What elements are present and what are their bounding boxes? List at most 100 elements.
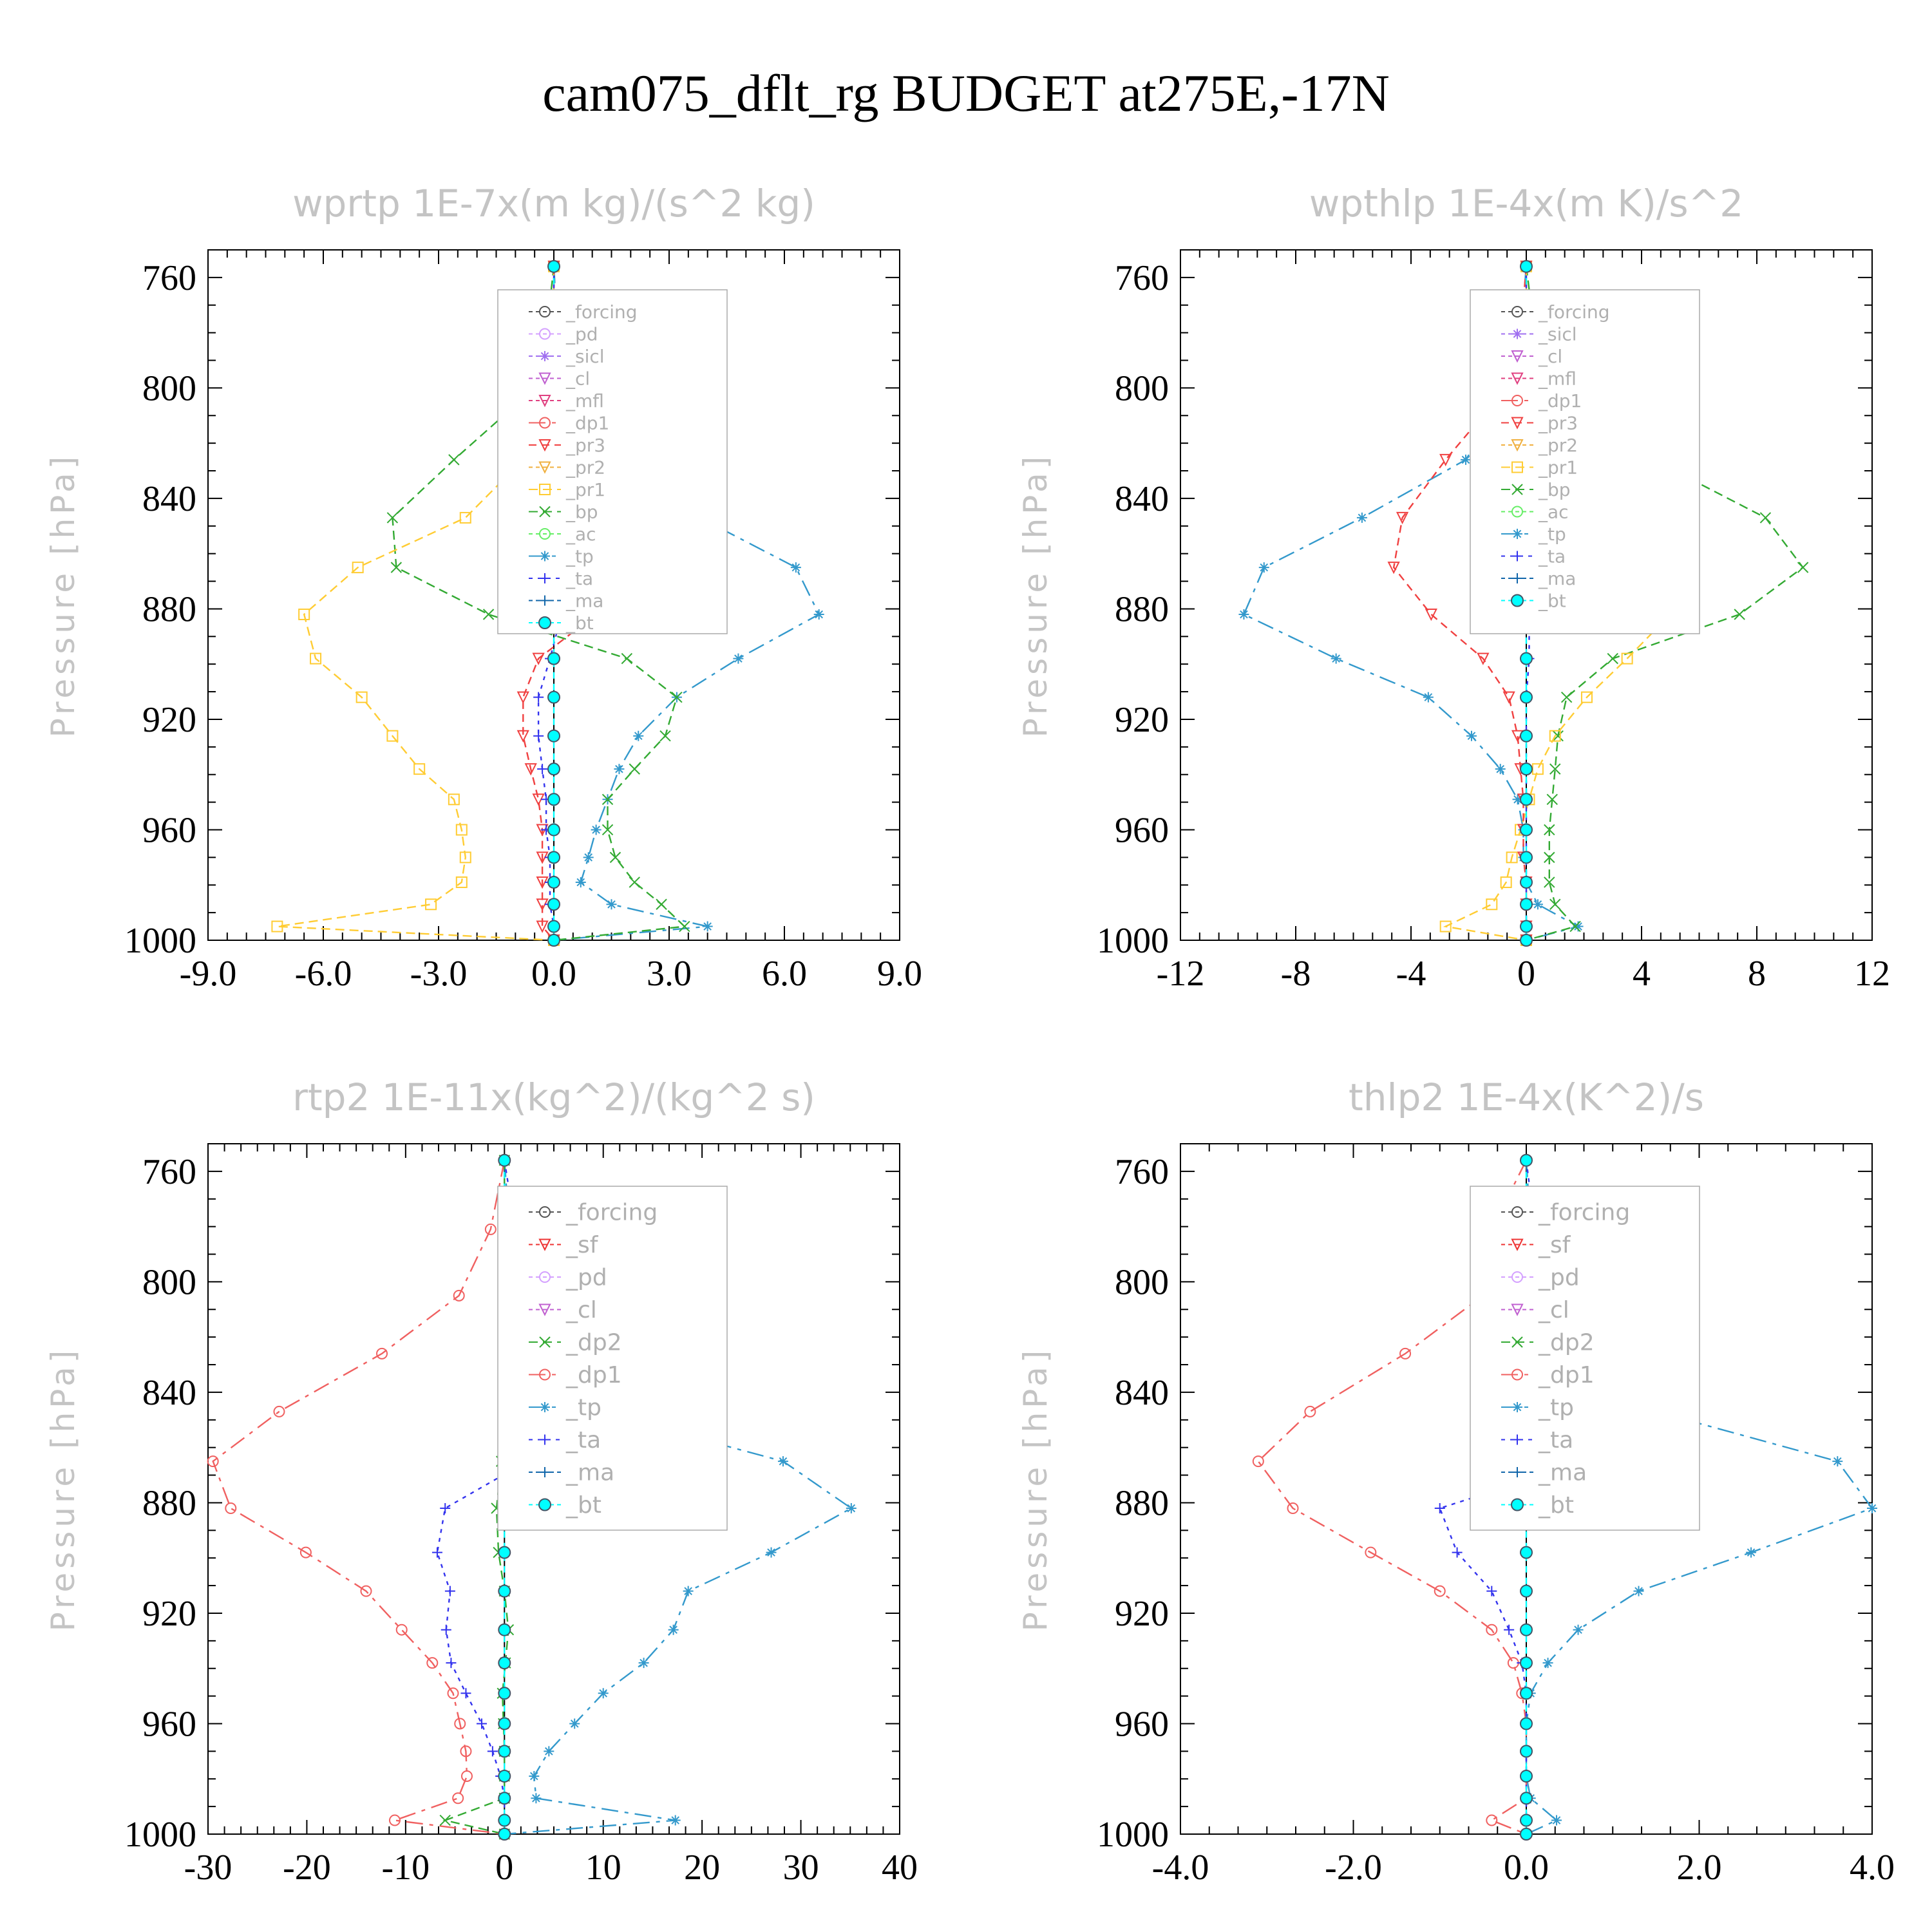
data-point — [547, 934, 560, 947]
legend-marker — [1511, 1498, 1524, 1511]
data-point — [766, 1547, 777, 1558]
legend-marker — [540, 1402, 550, 1412]
legend-marker — [538, 372, 551, 385]
data-point — [1500, 876, 1512, 888]
data-point — [1520, 1584, 1533, 1598]
data-point — [1544, 851, 1555, 864]
legend-label: _pr1 — [1538, 457, 1578, 478]
legend-label: _ac — [565, 524, 596, 545]
legend-label: _dp2 — [565, 1330, 622, 1356]
data-point — [547, 690, 560, 704]
data-point — [1520, 1546, 1533, 1559]
legend-marker — [539, 306, 551, 317]
data-point — [376, 1347, 388, 1359]
data-point — [1532, 899, 1543, 910]
legend-marker — [1511, 350, 1524, 363]
data-point — [459, 511, 471, 524]
data-point — [668, 1624, 679, 1635]
y-tick-label: 840 — [1115, 479, 1169, 519]
y-tick-label: 800 — [1115, 1262, 1169, 1302]
legend-label: _pr3 — [565, 435, 605, 456]
data-point — [1356, 512, 1367, 523]
data-point — [1573, 1624, 1584, 1635]
data-point — [388, 1814, 401, 1826]
data-point — [777, 1456, 788, 1467]
data-point — [498, 1546, 511, 1559]
x-tick-label: 6.0 — [762, 954, 807, 994]
legend-marker — [1511, 506, 1523, 518]
legend-label: _pr2 — [565, 457, 605, 478]
data-point — [1544, 876, 1555, 888]
legend-marker — [539, 1206, 551, 1218]
legend-label: _sicl — [1538, 323, 1577, 345]
data-point — [1520, 729, 1533, 743]
legend-label: _pr3 — [1538, 412, 1578, 433]
data-point — [1551, 1815, 1562, 1826]
data-point — [1520, 898, 1533, 911]
data-point — [547, 652, 560, 665]
data-point — [444, 1586, 455, 1596]
data-point — [426, 1657, 439, 1669]
panel-1: wprtp 1E-7x(m kg)/(s^2 kg) Pressure [hPa]… — [44, 182, 922, 994]
data-point — [679, 920, 690, 933]
x-tick-label: -12 — [1157, 954, 1205, 994]
y-tick-label: 880 — [142, 589, 196, 629]
legend-label: _pd — [565, 1265, 607, 1291]
legend-marker — [538, 461, 551, 474]
data-point — [1734, 609, 1745, 620]
legend-label: _bp — [1538, 479, 1571, 500]
data-point — [591, 824, 601, 835]
legend-label: _pd — [565, 323, 598, 345]
panel-title: wpthlp 1E-4x(m K)/s^2 — [1309, 182, 1743, 225]
data-point — [1238, 609, 1249, 620]
data-point — [1520, 1153, 1533, 1167]
legend-label: _tp — [1538, 524, 1566, 545]
legend-marker — [538, 439, 551, 452]
data-point — [1549, 898, 1561, 910]
data-point — [1549, 730, 1561, 742]
y-tick-label: 840 — [1115, 1373, 1169, 1413]
data-point — [460, 1745, 472, 1757]
data-point — [1486, 1586, 1497, 1596]
panel-2: wpthlp 1E-4x(m K)/s^2 Pressure [hPa] -12 -8… — [1017, 182, 1890, 994]
y-axis-label: Pressure [hPa] — [44, 1347, 82, 1632]
x-tick-label: 3.0 — [647, 954, 692, 994]
data-point — [547, 851, 560, 864]
data-point — [298, 609, 310, 621]
data-point — [386, 730, 399, 742]
data-point — [533, 692, 544, 703]
series-line — [212, 1160, 506, 1835]
series_dp1 — [207, 1154, 511, 1840]
legend-label: _ta — [1538, 1427, 1573, 1454]
legend-marker — [540, 1434, 550, 1445]
legend-marker — [1512, 573, 1522, 583]
legend-label: _dp1 — [1538, 390, 1582, 412]
data-point — [633, 730, 644, 741]
legend-marker — [1512, 551, 1522, 562]
legend-label: _ta — [565, 568, 593, 589]
x-tick-label: 10 — [585, 1848, 621, 1888]
data-point — [476, 1718, 487, 1729]
legend-label: _tp — [565, 545, 594, 567]
data-point — [498, 1792, 511, 1805]
y-tick-label: 1000 — [1097, 1815, 1169, 1855]
y-tick-label: 760 — [1115, 258, 1169, 298]
data-point — [498, 1828, 511, 1841]
legend-marker — [1511, 1271, 1523, 1283]
legend-marker — [1511, 306, 1523, 317]
legend-label: _bt — [1538, 590, 1566, 611]
y-tick-label: 960 — [1115, 810, 1169, 850]
series-line — [1392, 266, 1528, 940]
x-tick-label: -20 — [283, 1848, 331, 1888]
data-point — [846, 1503, 857, 1514]
data-point — [1569, 920, 1581, 933]
x-tick-label: 8 — [1748, 954, 1766, 994]
x-tick-label: 12 — [1854, 954, 1890, 994]
data-point — [1425, 609, 1437, 621]
data-point — [670, 1815, 681, 1826]
data-point — [1621, 652, 1633, 665]
legend-label: _ta — [1538, 545, 1566, 567]
legend-marker — [539, 1336, 551, 1348]
data-point — [629, 876, 641, 888]
data-point — [455, 876, 468, 888]
